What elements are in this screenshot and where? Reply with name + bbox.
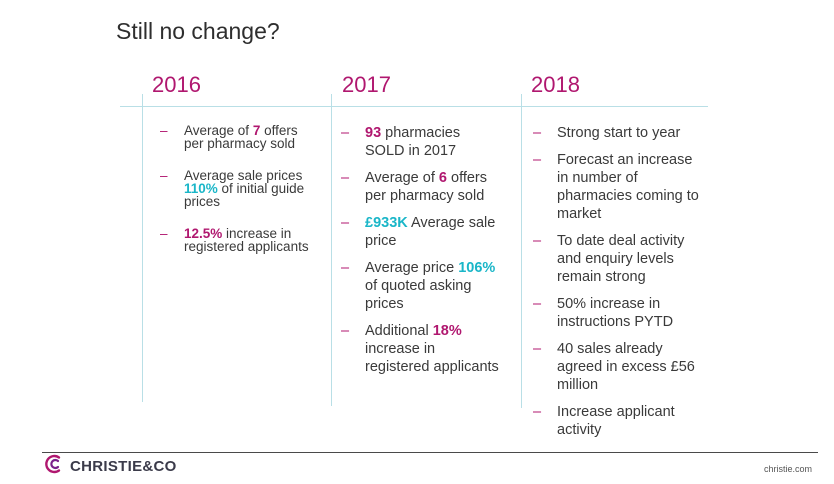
bullet-list-2018: – Strong start to year – Forecast an increa… — [533, 124, 701, 448]
highlight-value: 18% — [432, 323, 462, 339]
bullet-dash: – — [533, 152, 542, 168]
bullet-item: – To date deal activity and enquiry level… — [533, 232, 701, 286]
bullet-text: Average price — [365, 260, 459, 276]
highlight-value: 12.5% — [184, 226, 223, 241]
bullet-item: – Average price 106% of quoted asking pri… — [341, 259, 501, 313]
bullet-item: – Strong start to year — [533, 124, 701, 142]
bullet-item: – 12.5% increase in registered applicants — [160, 226, 320, 254]
site-url: christie.com — [763, 464, 812, 474]
bullet-list-2016: – Average of 7 offers per pharmacy sold – A… — [160, 124, 320, 272]
bullet-dash: – — [341, 125, 350, 141]
bullet-item: – £933K Average sale price — [341, 214, 501, 250]
bullet-item: –93 pharmacies SOLD in 2017 — [341, 124, 501, 160]
bullet-item: –50% increase in instructions PYTD — [533, 295, 701, 331]
bullet-item: – Forecast an increase in number of pharm… — [533, 151, 701, 223]
bullet-dash: – — [533, 125, 542, 141]
year-2016: 2016 — [152, 72, 201, 97]
bullet-item: – Average of 7 offers per pharmacy sold — [160, 123, 320, 151]
bullet-dash: – — [160, 226, 168, 241]
bullet-dash: – — [341, 323, 350, 339]
bullet-text: Additional — [365, 323, 433, 339]
highlight-value: 6 — [438, 170, 447, 186]
highlight-value: £933K — [365, 215, 408, 231]
bullet-text: of quoted asking prices — [365, 278, 472, 312]
bullet-dash: – — [533, 233, 542, 249]
bullet-item: – Average sale prices 110% of initial gui… — [160, 168, 320, 209]
bullet-text: Forecast an increase in number of pharma… — [557, 152, 699, 222]
bullet-text: Average of — [365, 170, 439, 186]
footer-rule — [42, 452, 818, 453]
year-2017: 2017 — [342, 72, 391, 97]
column-divider-1 — [142, 94, 143, 402]
bullet-text: 40 sales already agreed in excess £56 mi… — [557, 341, 695, 393]
bullet-item: – Additional 18% increase in registered a… — [341, 322, 501, 376]
highlight-value: 106% — [458, 260, 496, 276]
logo-wordmark: CHRISTIE&CO — [70, 457, 177, 475]
bullet-text: of initial guide prices — [184, 181, 305, 209]
bullet-text: 50% increase in instructions PYTD — [557, 296, 674, 330]
bullet-item: – Increase applicant activity — [533, 403, 701, 439]
bullet-list-2017: –93 pharmacies SOLD in 2017– Average of 6… — [341, 124, 501, 385]
highlight-value: 93 — [365, 125, 382, 141]
christie-swirl-logo-icon — [44, 453, 66, 480]
highlight-value: 7 — [252, 123, 261, 138]
bullet-text: To date deal activity and enquiry levels… — [557, 233, 685, 285]
bullet-dash: – — [533, 296, 542, 312]
bullet-dash: – — [160, 123, 168, 138]
bullet-dash: – — [160, 168, 168, 183]
bullet-text: Increase applicant activity — [557, 404, 675, 438]
slide-title: Still no change? — [116, 18, 280, 44]
highlight-value: 110% — [184, 181, 218, 196]
bullet-text: increase in registered applicants — [365, 341, 499, 375]
bullet-dash: – — [341, 170, 350, 186]
column-divider-2 — [331, 94, 332, 406]
bullet-text: offers per pharmacy sold — [184, 123, 298, 151]
bullet-text: Average sale price — [365, 215, 496, 249]
christie-logo: CHRISTIE&CO — [44, 453, 177, 480]
bullet-text: increase in registered applicants — [184, 226, 309, 254]
bullet-text: pharmacies SOLD in 2017 — [365, 125, 461, 159]
bullet-text: Strong start to year — [557, 125, 681, 141]
bullet-dash: – — [533, 341, 542, 357]
bullet-text: Average sale prices — [184, 168, 303, 183]
bullet-item: –40 sales already agreed in excess £56 m… — [533, 340, 701, 394]
bullet-item: – Average of 6 offers per pharmacy sold — [341, 169, 501, 205]
column-divider-3 — [521, 94, 522, 408]
bullet-text: Average of — [184, 123, 253, 138]
header-rule — [120, 106, 708, 107]
year-2018: 2018 — [531, 72, 580, 97]
bullet-dash: – — [341, 215, 350, 231]
bullet-dash: – — [341, 260, 350, 276]
bullet-text: offers per pharmacy sold — [365, 170, 488, 204]
bullet-dash: – — [533, 404, 542, 420]
